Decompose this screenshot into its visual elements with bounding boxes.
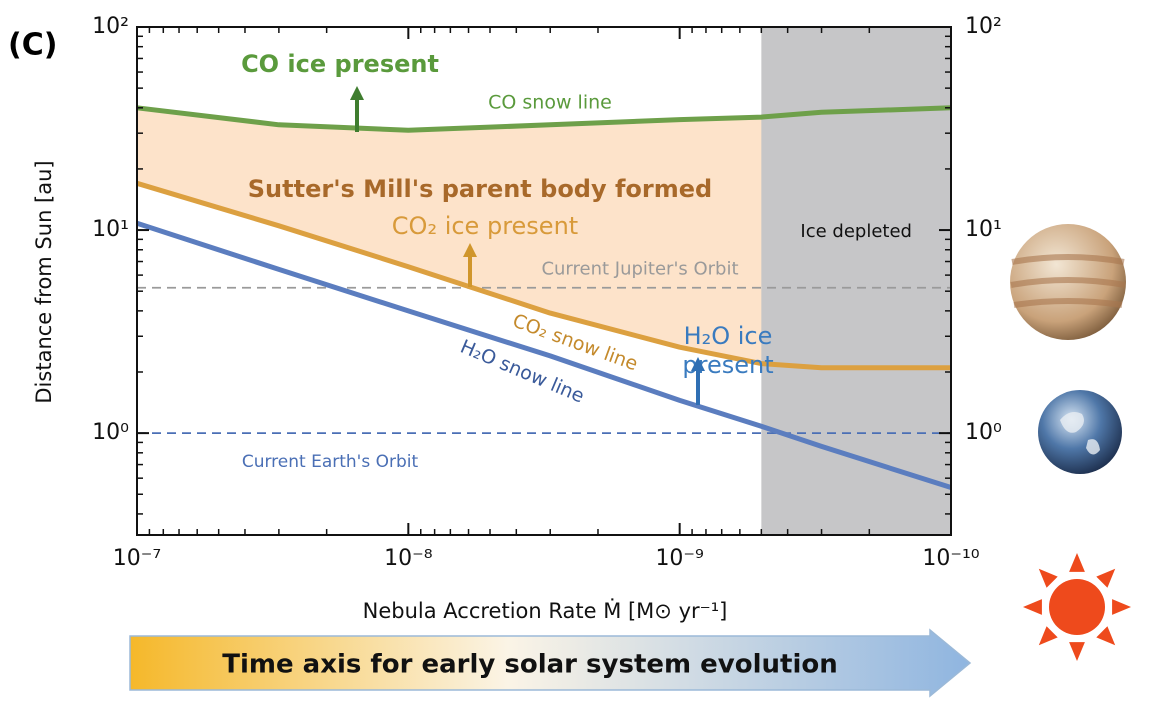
y-tick-label: 10¹ [92,217,129,242]
sun-ray [1096,569,1115,588]
x-tick-label: 10⁻¹⁰ [922,546,979,571]
annotation: CO₂ ice present [392,212,578,240]
annotation: Sutter's Mill's parent body formed [248,175,712,203]
reference-label: Current Earth's Orbit [242,452,419,472]
sun-ray [1112,599,1131,615]
y-tick-label: 10² [92,14,129,39]
sun-ray [1039,569,1058,588]
x-tick-label: 10⁻⁹ [655,546,703,571]
sun-disk [1049,579,1105,635]
arrow-head [350,86,364,100]
y-tick-label: 10⁰ [92,420,129,445]
jupiter-icon [1010,224,1126,340]
chart: (C) Time axis for early solar system evo… [0,0,1151,717]
x-axis-label: Nebula Accretion Rate Ṁ [M⊙ yr⁻¹] [363,598,728,623]
sun-ray [1023,599,1042,615]
y2-tick-label: 10¹ [965,217,1002,242]
earth-icon [1038,390,1122,474]
time-axis-arrow: Time axis for early solar system evoluti… [130,630,970,696]
panel-label: (C) [8,28,57,63]
sun-ray [1069,553,1085,572]
sun-ray [1069,642,1085,661]
y2-tick-label: 10² [965,14,1002,39]
sun-ray [1039,626,1058,645]
annotation: H₂O ice [684,322,773,350]
page: (C) Time axis for early solar system evo… [0,0,1151,717]
sun-icon [1023,553,1131,661]
x-tick-label: 10⁻⁷ [113,546,161,571]
region-label: Ice depleted [800,221,912,242]
sun-ray [1096,626,1115,645]
reference-label: Current Jupiter's Orbit [541,259,738,280]
y-axis-label: Distance from Sun [au] [32,160,56,403]
series-label: CO snow line [488,92,612,114]
time-axis-label: Time axis for early solar system evoluti… [222,650,838,680]
annotation: CO ice present [241,50,439,78]
x-tick-label: 10⁻⁸ [384,546,433,571]
y2-tick-label: 10⁰ [965,420,1002,445]
